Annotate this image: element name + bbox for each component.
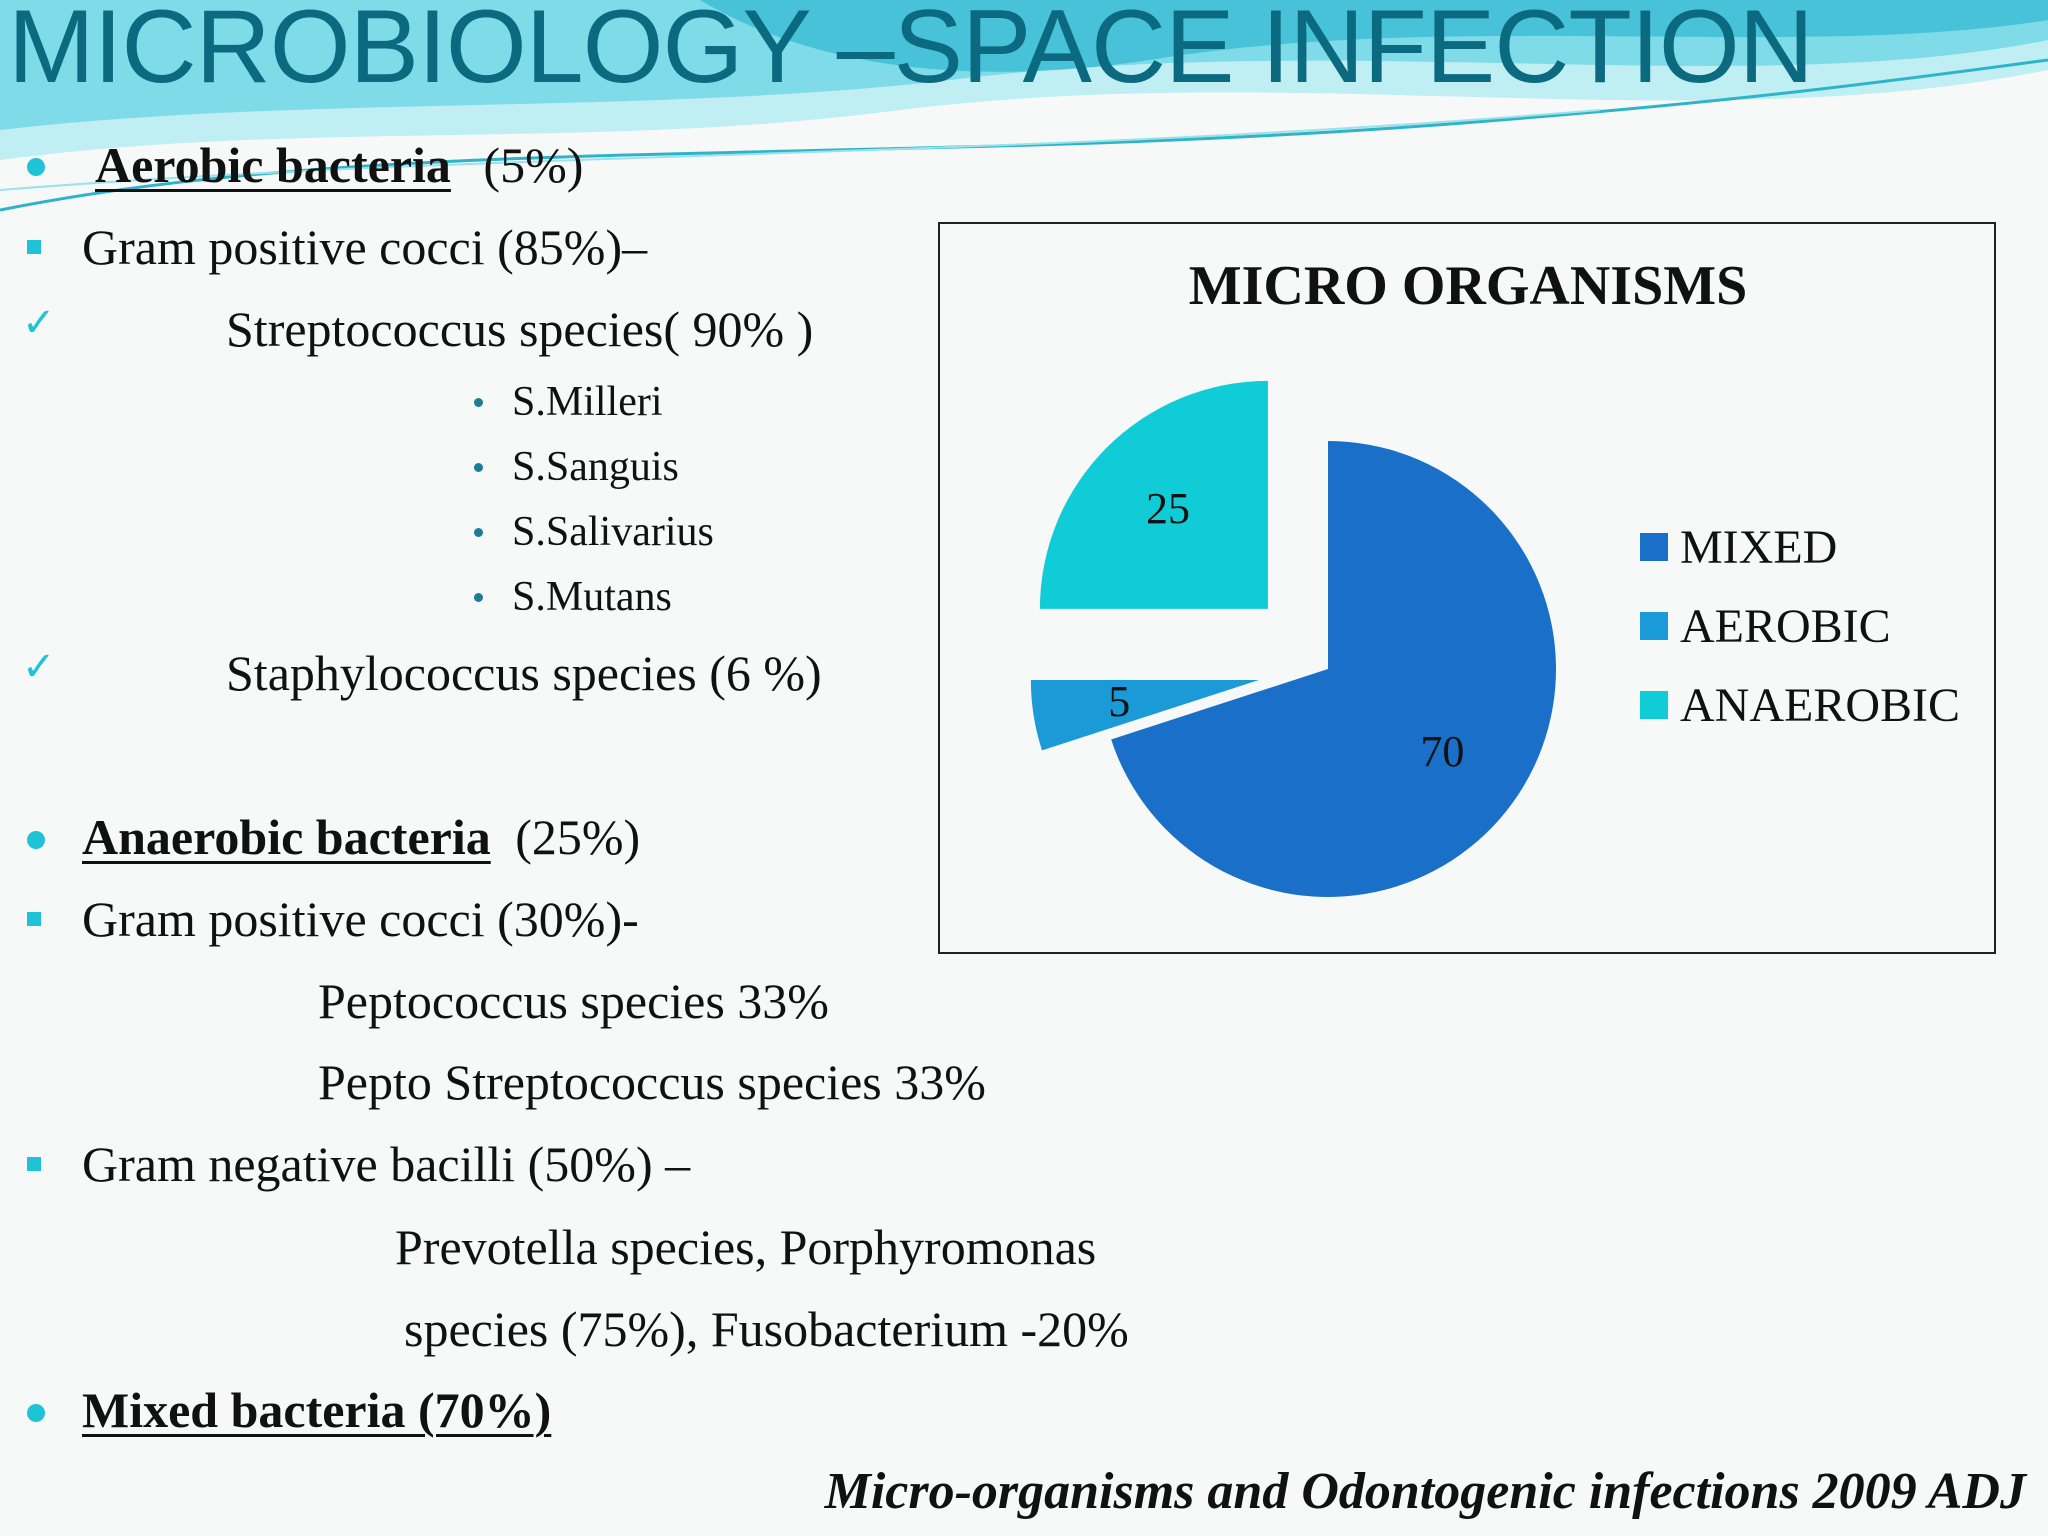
- bullet-dot-icon: [27, 831, 45, 849]
- bullet-dot-icon: [27, 1404, 45, 1422]
- peptococcus-species: Peptococcus species 33%: [318, 973, 829, 1029]
- legend-swatch-aerobic: [1640, 612, 1668, 640]
- chart-frame: MICRO ORGANISMS 70 5 25 MIXED AEROBIC ANAEROBI…: [938, 222, 1996, 954]
- legend-label-mixed: MIXED: [1680, 521, 1837, 574]
- pie-chart: MICRO ORGANISMS 70 5 25 MIXED AEROBIC ANAEROBI…: [1030, 255, 1960, 897]
- checkmark-icon: ✓: [22, 300, 56, 346]
- bullet-small-icon: [474, 528, 483, 537]
- data-label-mixed: 70: [1420, 727, 1464, 776]
- mixed-heading: Mixed bacteria (70%): [82, 1382, 552, 1438]
- legend-swatch-anaerobic: [1640, 691, 1668, 719]
- data-label-aerobic: 5: [1108, 677, 1130, 726]
- gram-positive-cocci-anaerobic: Gram positive cocci (30%)-: [82, 891, 639, 947]
- mixed-bacteria-row: Mixed bacteria (70%): [82, 1381, 551, 1439]
- aerobic-pct: (5%): [483, 137, 584, 193]
- pie-slice-mixed: [1111, 441, 1556, 897]
- peptostreptococcus-species: Pepto Streptococcus species 33%: [318, 1054, 986, 1110]
- chart-title: MICRO ORGANISMS: [1189, 255, 1747, 317]
- bullet-small-icon: [474, 463, 483, 472]
- strep-item: S.Mutans: [512, 574, 672, 620]
- bullet-dot-icon: [27, 158, 45, 176]
- legend-label-anaerobic: ANAEROBIC: [1680, 679, 1960, 732]
- header-wave-decoration: [0, 0, 2048, 212]
- legend-swatch-mixed: [1640, 533, 1668, 561]
- anaerobic-pct: (25%): [515, 809, 641, 865]
- strep-item: S.Salivarius: [512, 509, 714, 555]
- strep-item: S.Sanguis: [512, 444, 679, 490]
- bullet-square-icon: [27, 1157, 41, 1171]
- bullet-small-icon: [474, 593, 483, 602]
- aerobic-heading: Aerobic bacteria: [95, 137, 451, 193]
- citation: Micro-organisms and Odontogenic infectio…: [824, 1463, 2026, 1520]
- bullet-small-icon: [474, 398, 483, 407]
- prevotella-line: Prevotella species, Porphyromonas: [395, 1219, 1097, 1275]
- anaerobic-heading: Anaerobic bacteria: [82, 809, 491, 865]
- streptococcus-species: Streptococcus species( 90% ): [226, 301, 814, 357]
- anaerobic-heading-row: Anaerobic bacteria (25%): [82, 808, 640, 866]
- gram-negative-bacilli: Gram negative bacilli (50%) –: [82, 1136, 691, 1192]
- fusobacterium-line: species (75%), Fusobacterium -20%: [404, 1301, 1129, 1357]
- gram-positive-cocci-aerobic: Gram positive cocci (85%)–: [82, 219, 648, 275]
- data-label-anaerobic: 25: [1146, 484, 1190, 533]
- bullet-square-icon: [27, 912, 41, 926]
- aerobic-heading-row: Aerobic bacteria (5%): [95, 136, 583, 194]
- legend-label-aerobic: AEROBIC: [1680, 600, 1891, 653]
- checkmark-icon: ✓: [22, 644, 56, 690]
- strep-item: S.Milleri: [512, 379, 663, 425]
- bullet-square-icon: [27, 240, 41, 254]
- staphylococcus-species: Staphylococcus species (6 %): [226, 645, 822, 701]
- pie-slice-aerobic: [1030, 679, 1259, 751]
- page-title: MICROBIOLOGY –SPACE INFECTION: [8, 0, 1814, 105]
- pie-slice-anaerobic: [1039, 380, 1268, 609]
